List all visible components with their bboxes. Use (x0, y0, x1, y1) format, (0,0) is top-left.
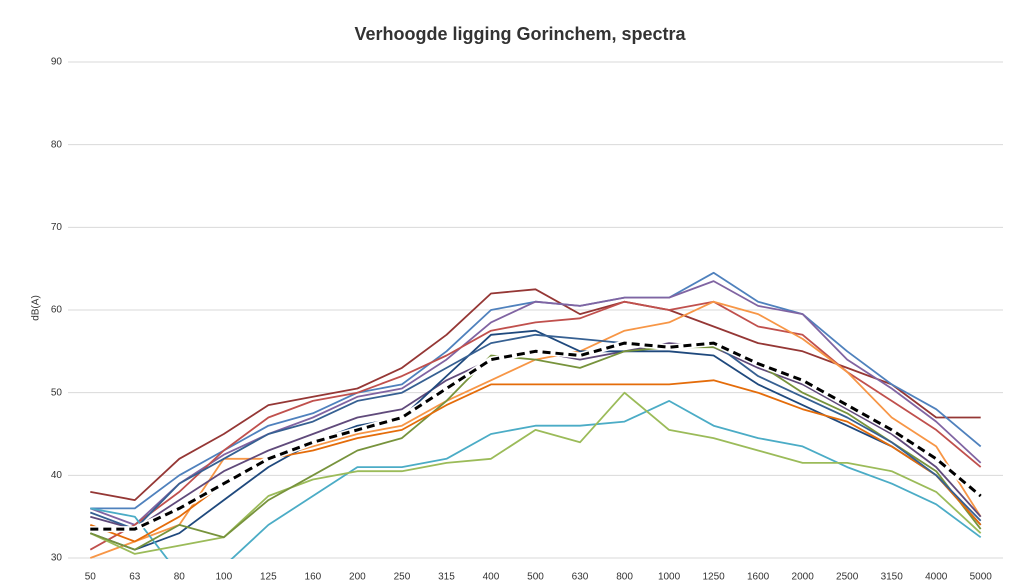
y-tick-label: 60 (51, 305, 63, 316)
x-tick-label: 50 (85, 572, 97, 583)
x-tick-label: 315 (438, 572, 455, 583)
x-tick-label: 400 (483, 572, 500, 583)
x-tick-label: 200 (349, 572, 366, 583)
y-tick-label: 40 (51, 470, 63, 481)
y-tick-label: 90 (51, 57, 63, 68)
series-line (89, 280, 982, 526)
x-tick-label: 5000 (970, 572, 993, 583)
x-tick-label: 2500 (836, 572, 859, 583)
y-tick-label: 70 (51, 222, 63, 233)
x-tick-label: 3150 (881, 572, 904, 583)
x-tick-label: 80 (174, 572, 186, 583)
x-tick-label: 1000 (658, 572, 681, 583)
plot (89, 271, 983, 559)
x-tick-label: 1250 (702, 572, 725, 583)
y-axis-label: dB(A) (31, 295, 42, 321)
x-tick-label: 63 (129, 572, 141, 583)
axis-labels: 30 40 50 60 70 80 90 50 63 80 100 125 160 200 250 315 40… (51, 57, 992, 583)
series-line (89, 329, 982, 551)
x-tick-label: 500 (527, 572, 544, 583)
series-line (89, 346, 982, 551)
series-line (89, 300, 982, 551)
x-tick-label: 160 (305, 572, 322, 583)
series-line (90, 341, 982, 531)
series-line (89, 333, 982, 530)
x-tick-label: 100 (215, 572, 232, 583)
x-tick-label: 250 (394, 572, 411, 583)
x-tick-label: 125 (260, 572, 277, 583)
x-tick-label: 2000 (792, 572, 815, 583)
series-line (90, 271, 982, 510)
series-line (90, 288, 981, 501)
x-tick-label: 800 (616, 572, 633, 583)
y-tick-label: 80 (51, 139, 63, 150)
y-tick-label: 30 (51, 553, 63, 564)
x-tick-label: 1600 (747, 572, 770, 583)
x-tick-label: 4000 (925, 572, 948, 583)
grid (68, 61, 1003, 559)
series-line (90, 400, 982, 559)
y-tick-label: 50 (51, 387, 63, 398)
series-line (89, 391, 982, 555)
x-tick-label: 630 (572, 572, 589, 583)
chart-title: Verhoogde ligging Gorinchem, spectra (354, 24, 686, 44)
